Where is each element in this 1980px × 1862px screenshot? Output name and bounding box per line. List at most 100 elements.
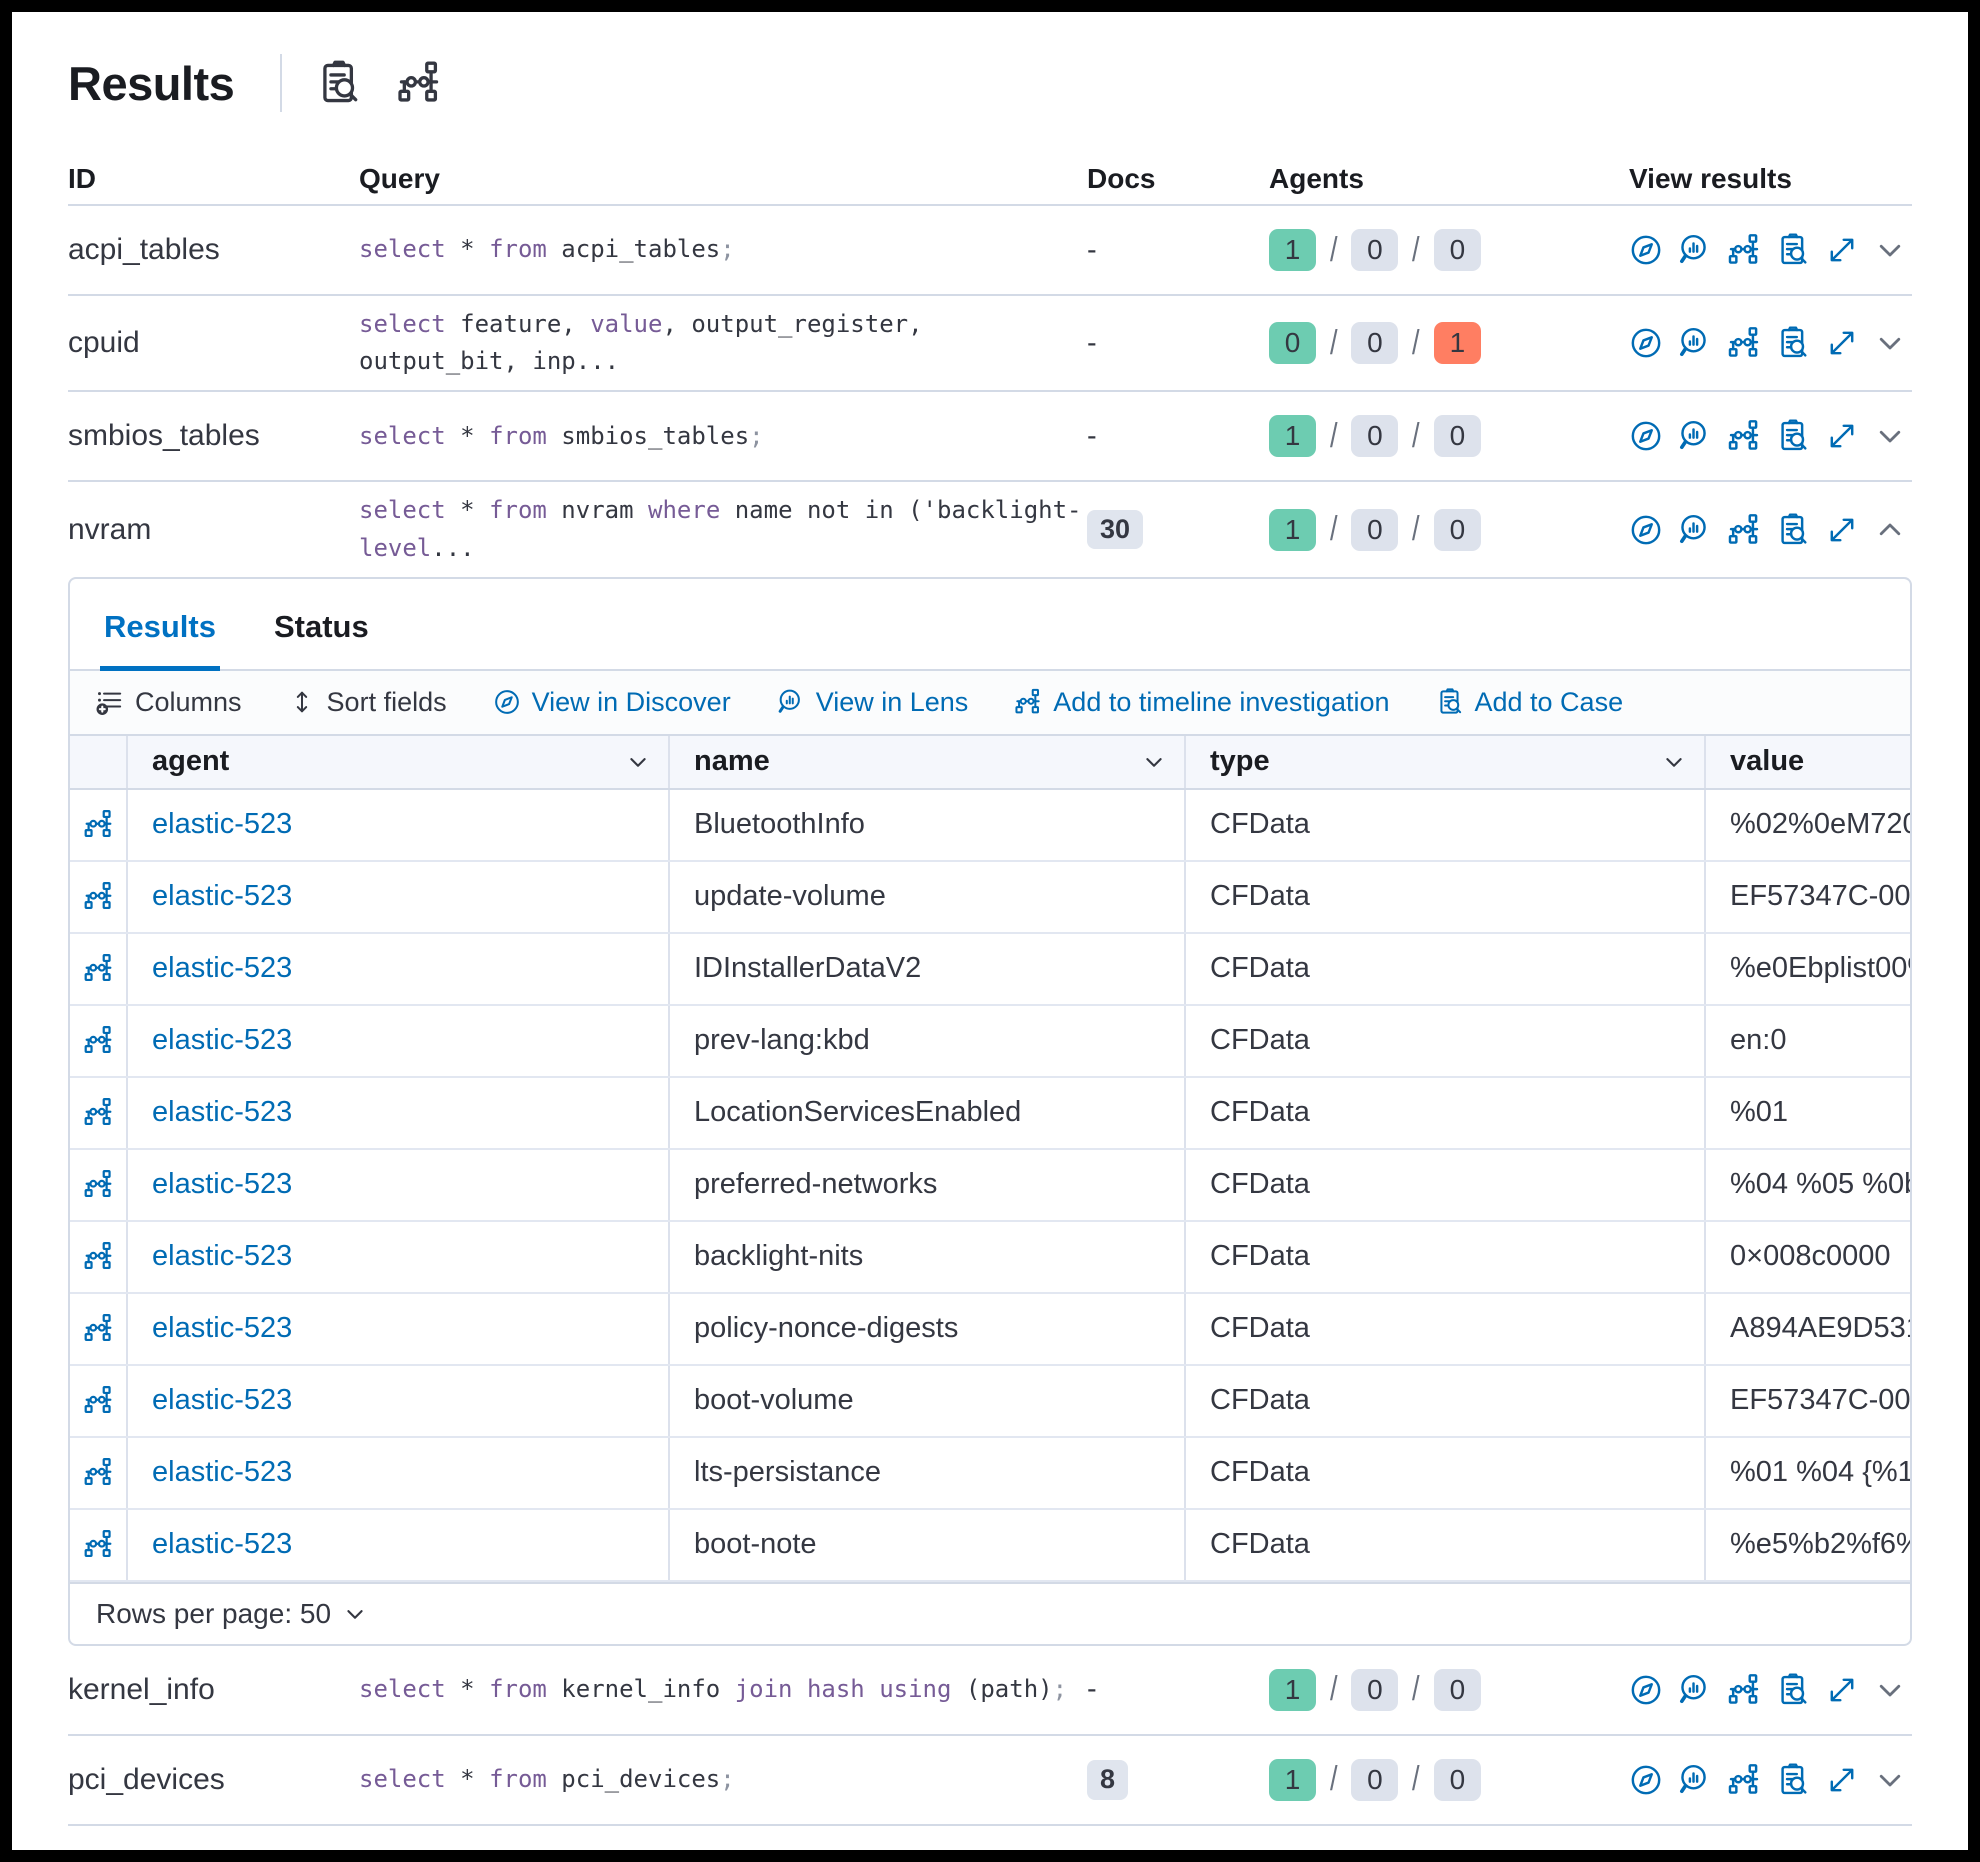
timeline-icon[interactable]	[83, 881, 114, 912]
chevron-down-icon[interactable]	[1874, 327, 1906, 359]
row-timeline-cell	[70, 1149, 128, 1220]
view-in-lens-icon[interactable]	[1678, 326, 1712, 360]
docs-count: -	[1087, 233, 1097, 266]
add-to-case-icon[interactable]	[1776, 1673, 1810, 1707]
view-in-discover-icon[interactable]	[1629, 1673, 1663, 1707]
result-name: policy-nonce-digests	[670, 1293, 1186, 1364]
view-in-discover-icon[interactable]	[1629, 1763, 1663, 1797]
expand-icon[interactable]	[1825, 513, 1859, 547]
tab-results[interactable]: Results	[100, 579, 220, 671]
results-panel: Results Status Columns Sort fields View …	[68, 576, 1912, 1646]
view-in-lens-link[interactable]: View in Lens	[777, 687, 968, 718]
agent-success-badge: 1	[1269, 1758, 1316, 1801]
agent-link[interactable]: elastic-523	[152, 1096, 293, 1129]
column-header-value[interactable]: value	[1706, 736, 1910, 788]
timeline-icon[interactable]	[83, 1385, 114, 1416]
column-header-name[interactable]: name	[670, 735, 1186, 788]
timeline-icon[interactable]	[83, 1529, 114, 1560]
expand-icon[interactable]	[1825, 419, 1859, 453]
add-to-case-icon[interactable]	[1776, 326, 1810, 360]
column-header-agent[interactable]: agent	[128, 735, 670, 788]
results-grid-header: agent name type value	[70, 733, 1910, 790]
docs-count: 30	[1087, 509, 1269, 550]
result-row: elastic-523 boot-volume CFData EF57347C-00	[70, 1365, 1910, 1438]
docs-count-badge: 8	[1087, 1759, 1129, 1800]
column-header-type[interactable]: type	[1186, 735, 1706, 788]
expand-icon[interactable]	[1825, 326, 1859, 360]
view-in-discover-icon[interactable]	[1629, 513, 1663, 547]
chevron-down-icon[interactable]	[1874, 420, 1906, 452]
timeline-icon[interactable]	[83, 1097, 114, 1128]
add-to-timeline-icon[interactable]	[1727, 326, 1761, 360]
chevron-down-icon[interactable]	[1662, 750, 1686, 774]
timeline-icon[interactable]	[83, 1457, 114, 1488]
columns-button-label: Columns	[135, 686, 242, 717]
view-in-lens-icon[interactable]	[1678, 1763, 1712, 1797]
view-results-actions	[1629, 419, 1912, 453]
add-to-case-link[interactable]: Add to Case	[1436, 687, 1623, 718]
timeline-icon[interactable]	[83, 1313, 114, 1344]
timeline-icon[interactable]	[83, 953, 114, 984]
timeline-icon[interactable]	[83, 809, 114, 840]
value-header-label: value	[1730, 745, 1805, 778]
agent-link[interactable]: elastic-523	[152, 1456, 293, 1489]
lens-icon	[777, 688, 805, 716]
view-in-lens-icon[interactable]	[1678, 1673, 1712, 1707]
row-timeline-cell	[70, 1077, 128, 1148]
agent-link[interactable]: elastic-523	[152, 1312, 293, 1345]
agent-header-label: agent	[152, 745, 230, 778]
expand-icon[interactable]	[1825, 1763, 1859, 1797]
discover-icon	[493, 688, 521, 716]
view-in-lens-icon[interactable]	[1678, 419, 1712, 453]
sort-fields-button[interactable]: Sort fields	[288, 687, 447, 718]
rows-per-page-control[interactable]: Rows per page: 50	[96, 1597, 332, 1629]
timeline-icon[interactable]	[396, 60, 442, 106]
view-in-discover-icon[interactable]	[1629, 419, 1663, 453]
agent-failed-badge: 0	[1433, 415, 1481, 458]
timeline-icon[interactable]	[83, 1025, 114, 1056]
agent-link[interactable]: elastic-523	[152, 880, 293, 913]
chevron-up-icon[interactable]	[1874, 514, 1906, 546]
result-name: lts-persistance	[670, 1437, 1186, 1508]
chevron-down-icon[interactable]	[1142, 750, 1166, 774]
agent-link[interactable]: elastic-523	[152, 1168, 293, 1201]
expand-icon[interactable]	[1825, 233, 1859, 267]
expand-icon[interactable]	[1825, 1673, 1859, 1707]
chevron-down-icon[interactable]	[1874, 1764, 1906, 1796]
add-to-case-icon[interactable]	[1776, 419, 1810, 453]
agent-link[interactable]: elastic-523	[152, 808, 293, 841]
agent-link[interactable]: elastic-523	[152, 1528, 293, 1561]
row-timeline-cell	[70, 933, 128, 1004]
timeline-icon[interactable]	[83, 1169, 114, 1200]
chevron-down-icon[interactable]	[626, 750, 650, 774]
add-to-case-icon[interactable]	[1776, 513, 1810, 547]
tab-status[interactable]: Status	[273, 608, 369, 644]
add-to-case-icon[interactable]	[1776, 1763, 1810, 1797]
query-rows-top: acpi_tables select * from acpi_tables; - 1 /…	[68, 206, 1912, 577]
add-to-timeline-icon[interactable]	[1727, 513, 1761, 547]
chevron-down-icon[interactable]	[1874, 1674, 1906, 1706]
result-agent-cell: elastic-523	[128, 1005, 670, 1076]
chevron-down-icon[interactable]	[343, 1602, 367, 1626]
add-to-timeline-icon[interactable]	[1727, 1763, 1761, 1797]
agent-link[interactable]: elastic-523	[152, 1024, 293, 1057]
add-to-timeline-icon[interactable]	[1727, 1673, 1761, 1707]
agent-link[interactable]: elastic-523	[152, 1384, 293, 1417]
view-in-discover-icon[interactable]	[1629, 233, 1663, 267]
view-in-discover-icon[interactable]	[1629, 326, 1663, 360]
agent-success-badge: 1	[1269, 1668, 1316, 1711]
view-in-discover-link[interactable]: View in Discover	[493, 687, 731, 718]
view-results-actions	[1629, 513, 1912, 547]
columns-button[interactable]: Columns	[96, 687, 242, 718]
add-to-timeline-icon[interactable]	[1727, 233, 1761, 267]
view-in-lens-icon[interactable]	[1678, 513, 1712, 547]
view-in-lens-icon[interactable]	[1678, 233, 1712, 267]
add-to-timeline-icon[interactable]	[1727, 419, 1761, 453]
add-to-timeline-link[interactable]: Add to timeline investigation	[1014, 687, 1390, 718]
timeline-icon[interactable]	[83, 1241, 114, 1272]
chevron-down-icon[interactable]	[1874, 234, 1906, 266]
agent-link[interactable]: elastic-523	[152, 1240, 293, 1273]
inspect-icon[interactable]	[316, 60, 362, 106]
agent-link[interactable]: elastic-523	[152, 952, 293, 985]
add-to-case-icon[interactable]	[1776, 233, 1810, 267]
